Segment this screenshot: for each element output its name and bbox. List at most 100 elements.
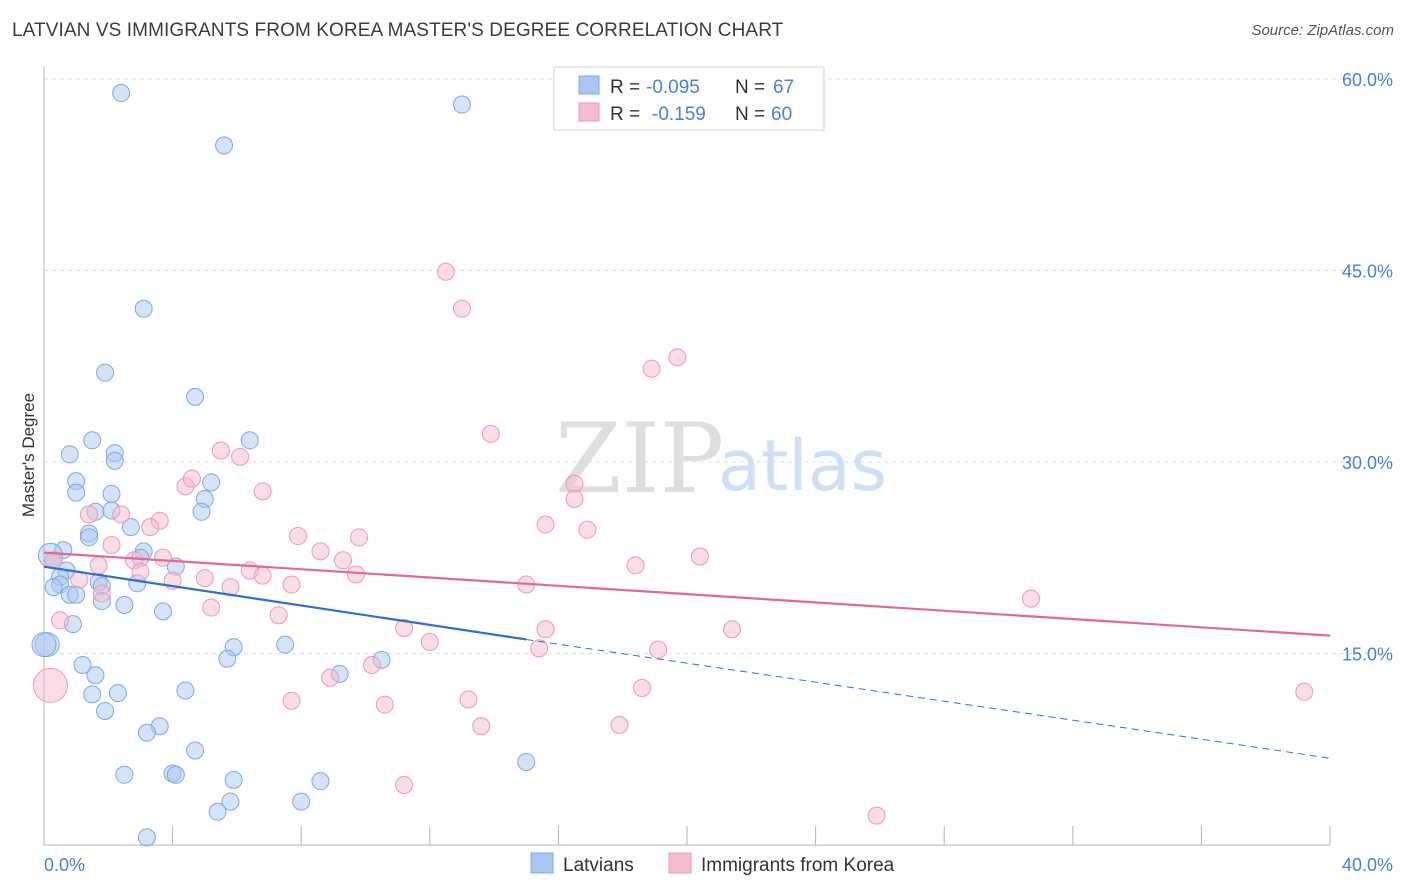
- data-point: [186, 741, 205, 760]
- data-point: [202, 473, 221, 492]
- data-point: [115, 765, 134, 784]
- y-tick-label: 45.0%: [1342, 262, 1393, 282]
- stats-n-value-latvians: 67: [773, 77, 794, 98]
- data-point: [536, 620, 555, 639]
- data-point: [67, 483, 86, 502]
- data-point: [105, 451, 124, 470]
- data-point: [215, 136, 234, 155]
- data-point: [578, 520, 597, 539]
- legend-label-korea: Immigrants from Korea: [701, 855, 895, 876]
- data-point: [73, 655, 92, 674]
- data-point: [375, 695, 394, 714]
- data-point: [452, 95, 471, 114]
- data-point: [668, 348, 687, 367]
- stats-r-label-korea: R =: [610, 104, 640, 125]
- data-point: [31, 632, 57, 658]
- data-point: [395, 618, 414, 637]
- data-point: [452, 299, 471, 318]
- data-point: [112, 84, 131, 103]
- y-axis-label: Master's Degree: [19, 393, 38, 517]
- data-point: [137, 723, 156, 742]
- data-point: [253, 566, 272, 585]
- data-point: [89, 556, 108, 575]
- x-tick-label-max: 40.0%: [1342, 855, 1393, 875]
- data-point: [517, 753, 536, 772]
- y-tick-label: 15.0%: [1342, 645, 1393, 665]
- stats-n-label-latvians: N =: [735, 77, 765, 98]
- data-point: [67, 585, 86, 604]
- stats-legend-swatch-latvians: [578, 75, 600, 95]
- data-point: [83, 431, 102, 450]
- data-point: [192, 502, 211, 521]
- latvians-points: [31, 84, 536, 847]
- data-point: [282, 575, 301, 594]
- y-tick-label: 30.0%: [1342, 453, 1393, 473]
- data-point: [153, 548, 172, 567]
- data-point: [632, 678, 651, 697]
- data-point: [131, 562, 150, 581]
- korea-trend-line: [43, 551, 1331, 637]
- data-point: [32, 667, 68, 703]
- data-point: [346, 565, 365, 584]
- data-point: [362, 655, 381, 674]
- data-point: [102, 484, 121, 503]
- data-point: [1295, 682, 1314, 701]
- legend-label-latvians: Latvians: [563, 855, 634, 876]
- data-point: [218, 649, 237, 668]
- data-point: [108, 684, 127, 703]
- data-point: [276, 635, 295, 654]
- data-point: [649, 640, 668, 659]
- data-point: [92, 584, 111, 603]
- data-point: [202, 598, 221, 617]
- data-point: [565, 490, 584, 509]
- data-point: [51, 611, 70, 630]
- data-point: [282, 691, 301, 710]
- stats-r-value-latvians: -0.095: [646, 77, 700, 98]
- data-point: [723, 620, 742, 639]
- data-point: [867, 806, 886, 825]
- data-point: [224, 770, 243, 789]
- data-point: [269, 606, 288, 625]
- data-point: [115, 595, 134, 614]
- data-point: [141, 518, 160, 537]
- data-point: [288, 527, 307, 546]
- data-point: [137, 828, 156, 847]
- y-axis-tick-labels: 15.0% 30.0% 45.0% 60.0%: [1342, 70, 1393, 665]
- data-point: [166, 765, 185, 784]
- data-point: [182, 469, 201, 488]
- data-point: [481, 424, 500, 443]
- data-point: [96, 701, 115, 720]
- data-point: [231, 447, 250, 466]
- data-point: [80, 505, 99, 524]
- data-point: [253, 482, 272, 501]
- data-point: [186, 387, 205, 406]
- data-point: [240, 431, 259, 450]
- data-point: [311, 542, 330, 561]
- legend-swatch-korea: [668, 852, 692, 874]
- series-legend: Latvians Immigrants from Korea: [530, 852, 895, 876]
- data-point: [134, 299, 153, 318]
- watermark-zip: ZIP: [555, 403, 724, 515]
- data-point: [121, 518, 140, 537]
- stats-n-label-korea: N =: [735, 104, 765, 125]
- data-point: [311, 772, 330, 791]
- data-point: [221, 792, 240, 811]
- korea-points: [32, 262, 1314, 825]
- data-point: [395, 775, 414, 794]
- data-point: [195, 569, 214, 588]
- stats-r-value-korea: -0.159: [652, 104, 706, 125]
- latvians-trend-extension: [526, 638, 1331, 759]
- data-point: [96, 363, 115, 382]
- watermark: ZIP atlas: [555, 403, 887, 515]
- data-point: [211, 441, 230, 460]
- stats-r-label-latvians: R =: [610, 77, 640, 98]
- legend-swatch-latvians: [530, 852, 554, 874]
- data-point: [86, 666, 105, 685]
- y-tick-label: 60.0%: [1342, 70, 1393, 90]
- data-point: [436, 262, 455, 281]
- data-point: [472, 717, 491, 736]
- data-point: [626, 556, 645, 575]
- data-point: [420, 633, 439, 652]
- data-point: [333, 551, 352, 570]
